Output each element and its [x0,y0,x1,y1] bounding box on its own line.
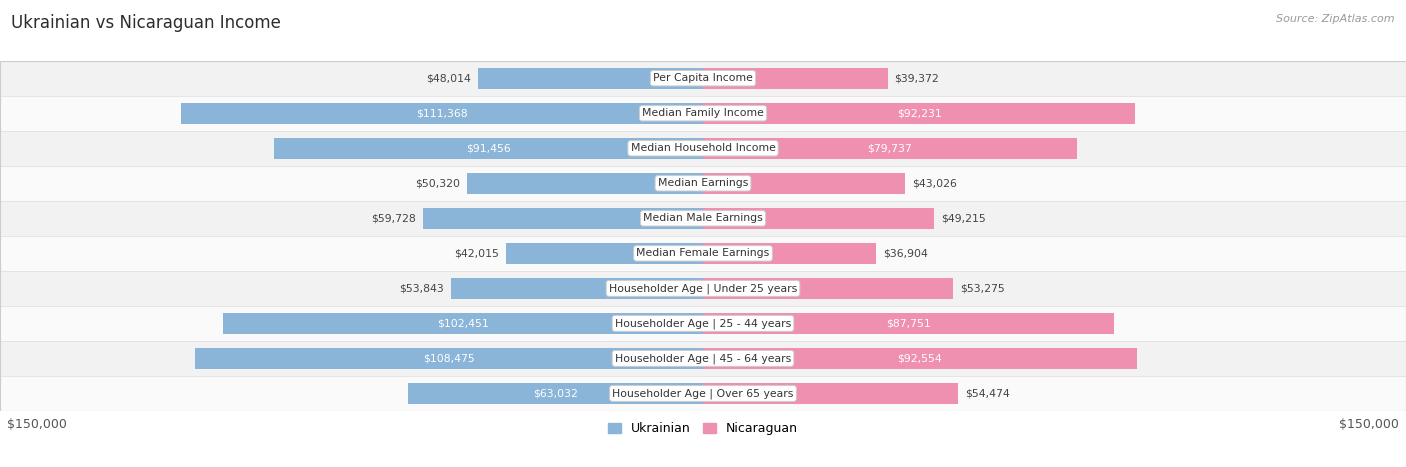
Bar [408,383,703,404]
Bar [703,243,876,264]
Bar [506,243,703,264]
Text: $48,014: $48,014 [426,73,471,83]
Text: $111,368: $111,368 [416,108,468,118]
Text: Median Household Income: Median Household Income [630,143,776,153]
Text: Householder Age | 25 - 44 years: Householder Age | 25 - 44 years [614,318,792,329]
Bar [703,278,953,299]
Text: $53,275: $53,275 [960,283,1004,293]
Bar [0,166,1406,201]
Text: Ukrainian vs Nicaraguan Income: Ukrainian vs Nicaraguan Income [11,14,281,32]
Bar [0,306,1406,341]
Bar [222,313,703,334]
Text: $54,474: $54,474 [966,389,1010,398]
Text: $87,751: $87,751 [886,318,931,328]
Bar [703,313,1115,334]
Bar [703,173,904,194]
Bar [194,348,703,369]
Bar [181,103,703,124]
Bar [703,208,934,229]
Text: $49,215: $49,215 [941,213,986,223]
Bar [0,376,1406,411]
Bar [703,138,1077,159]
Bar [0,236,1406,271]
Text: $53,843: $53,843 [399,283,444,293]
Bar [0,96,1406,131]
Text: $92,231: $92,231 [897,108,942,118]
Bar [467,173,703,194]
Text: $92,554: $92,554 [897,354,942,363]
Text: Householder Age | Over 65 years: Householder Age | Over 65 years [612,388,794,399]
Bar [703,68,887,89]
Text: Median Earnings: Median Earnings [658,178,748,188]
Text: $108,475: $108,475 [423,354,475,363]
Bar [0,61,1406,96]
Text: Per Capita Income: Per Capita Income [652,73,754,83]
Text: Median Male Earnings: Median Male Earnings [643,213,763,223]
Bar [423,208,703,229]
Bar [0,201,1406,236]
Bar [0,131,1406,166]
Text: $91,456: $91,456 [467,143,510,153]
Text: Median Female Earnings: Median Female Earnings [637,248,769,258]
Bar [703,348,1137,369]
Text: $63,032: $63,032 [533,389,578,398]
Text: Householder Age | Under 25 years: Householder Age | Under 25 years [609,283,797,294]
Bar [703,383,959,404]
Text: Median Family Income: Median Family Income [643,108,763,118]
Text: Householder Age | 45 - 64 years: Householder Age | 45 - 64 years [614,353,792,364]
Text: $79,737: $79,737 [868,143,912,153]
Text: $102,451: $102,451 [437,318,489,328]
Text: $50,320: $50,320 [415,178,460,188]
Bar [0,341,1406,376]
Text: $39,372: $39,372 [894,73,939,83]
Text: $42,015: $42,015 [454,248,499,258]
Legend: Ukrainian, Nicaraguan: Ukrainian, Nicaraguan [603,417,803,440]
Bar [478,68,703,89]
Bar [703,103,1135,124]
Text: $150,000: $150,000 [1339,418,1399,432]
Text: $59,728: $59,728 [371,213,416,223]
Bar [0,271,1406,306]
Bar [451,278,703,299]
Text: $36,904: $36,904 [883,248,928,258]
Bar [274,138,703,159]
Text: Source: ZipAtlas.com: Source: ZipAtlas.com [1277,14,1395,24]
Text: $43,026: $43,026 [911,178,956,188]
Text: $150,000: $150,000 [7,418,67,432]
